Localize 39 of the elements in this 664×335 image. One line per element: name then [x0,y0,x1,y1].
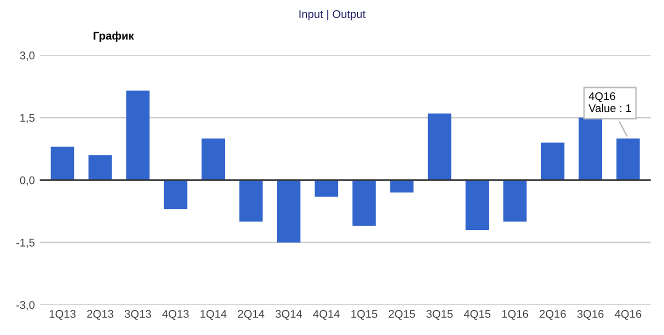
bar [616,138,640,180]
bar [164,180,188,210]
bar [314,180,338,197]
bar [390,180,414,193]
text: Input | Output [299,10,366,20]
x-tick-label: 1Q13 [50,310,76,320]
bar [503,180,527,222]
annotation: 4Q16 Value : 1 [588,92,631,112]
x-tick-label: 2Q13 [87,310,114,320]
y-tick-label: 1,5 [20,114,35,124]
x-tick-label: 1Q16 [502,310,528,320]
chart-title: График [94,32,134,42]
x-tick-label: 2Q16 [540,310,566,320]
bar [352,180,376,226]
x-tick-label: 1Q15 [351,310,378,320]
x-tick-label: 4Q16 [614,310,642,320]
y-tick-label: 3,0 [20,52,35,61]
x-tick-label: 2Q15 [388,310,415,320]
x-tick-label: 3Q13 [124,310,151,320]
x-tick-label: 4Q14 [313,310,340,320]
bar [126,90,150,180]
x-tick-label: 3Q14 [276,310,302,320]
y-tick-label: 0,0 [20,176,35,186]
y-tick-label: -1,5 [16,238,35,248]
bar [202,138,225,180]
bar [466,180,489,230]
x-tick-label: 4Q13 [162,310,189,320]
bar [428,114,452,180]
bar [50,146,74,180]
bar [239,180,263,222]
x-tick-label: 3Q15 [426,310,453,320]
bar [277,180,300,242]
x-tick-label: 4Q15 [464,310,490,320]
x-tick-label: 2Q14 [238,310,264,320]
x-tick-label: 1Q14 [200,310,227,320]
y-tick-label: -3,0 [16,301,35,310]
x-tick-label: 3Q16 [577,310,604,320]
bar [540,142,564,180]
bar [88,155,112,180]
